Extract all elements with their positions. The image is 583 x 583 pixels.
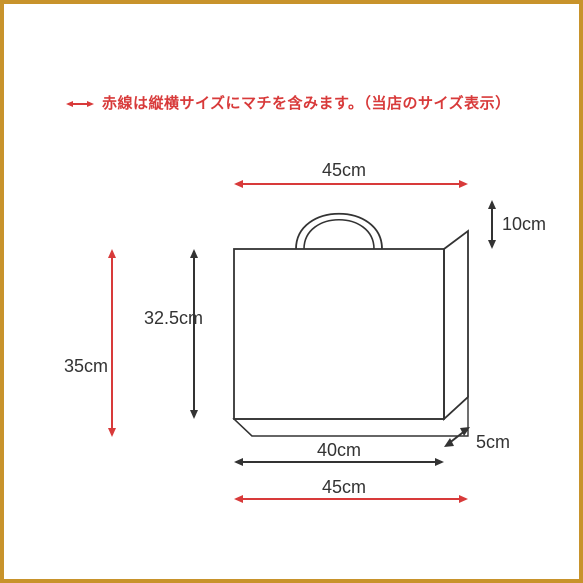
label-bottom-width: 40cm <box>317 440 361 460</box>
label-top-width: 45cm <box>322 160 366 180</box>
caption-line: 赤線は縦横サイズにマチを含みます。（当店のサイズ表示） <box>66 92 511 113</box>
bag-bottom <box>234 397 468 436</box>
bag-bottom-fold <box>234 419 252 436</box>
label-total-height: 35cm <box>64 356 108 376</box>
bag-handle-inner <box>304 220 374 249</box>
arrow-outer-width: 45cm <box>234 477 468 503</box>
arrow-gusset: 5cm <box>444 427 510 452</box>
arrow-bottom-width: 40cm <box>234 440 444 466</box>
label-handle-height: 10cm <box>502 214 546 234</box>
bag-side <box>444 231 468 419</box>
label-body-height: 32.5cm <box>144 308 203 328</box>
arrow-body-height: 32.5cm <box>144 249 203 419</box>
label-gusset: 5cm <box>476 432 510 452</box>
caption-text: 赤線は縦横サイズにマチを含みます。（当店のサイズ表示） <box>102 95 511 112</box>
bag-front <box>234 249 444 419</box>
legend-arrow-icon <box>66 96 94 113</box>
arrow-top-width: 45cm <box>234 160 468 188</box>
label-outer-width: 45cm <box>322 477 366 497</box>
arrow-total-height: 35cm <box>64 249 116 437</box>
image-frame: 赤線は縦横サイズにマチを含みます。（当店のサイズ表示） 45cm <box>0 0 583 583</box>
arrow-handle-height: 10cm <box>488 200 546 249</box>
bag-diagram: 45cm 10cm 32.5cm 35cm 5cm <box>44 154 564 534</box>
